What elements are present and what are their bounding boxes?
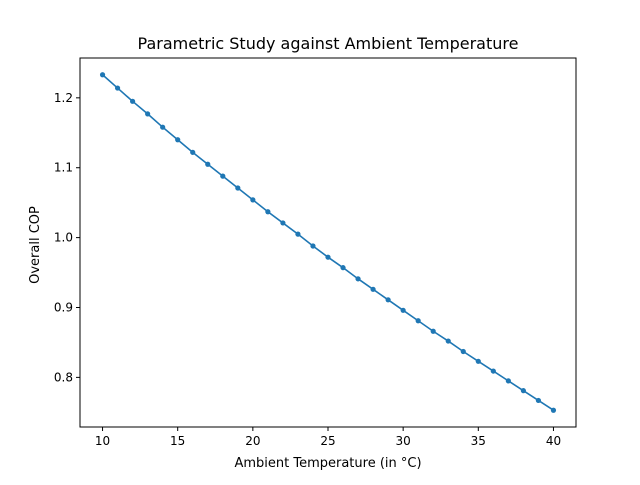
- data-point: [130, 98, 136, 104]
- data-point: [445, 338, 451, 344]
- data-point: [505, 378, 511, 384]
- chart-title: Parametric Study against Ambient Tempera…: [138, 34, 519, 53]
- x-tick-label: 20: [245, 434, 260, 448]
- x-axis-label: Ambient Temperature (in °C): [234, 456, 421, 471]
- data-point: [535, 397, 542, 404]
- data-point: [145, 111, 151, 117]
- plot-series: [99, 72, 557, 413]
- data-point: [265, 209, 271, 215]
- data-point: [160, 124, 166, 130]
- data-point: [250, 197, 256, 203]
- data-point: [430, 328, 436, 334]
- data-point: [190, 149, 196, 155]
- plot-area-frame: [79, 57, 577, 428]
- data-point: [475, 358, 481, 364]
- y-tick-label: 1.1: [54, 161, 73, 175]
- x-tick-label: 35: [471, 434, 486, 448]
- y-axis-label: Overall COP: [28, 206, 43, 284]
- data-point: [400, 307, 406, 313]
- data-point: [325, 254, 331, 260]
- data-point: [415, 318, 421, 324]
- data-point: [520, 388, 526, 394]
- x-tick-label: 25: [320, 434, 335, 448]
- data-point: [99, 72, 106, 78]
- y-tick-label: 1.0: [54, 231, 73, 245]
- y-axis-ticks: 0.8 0.9 1.0 1.1 1.2: [54, 91, 80, 384]
- y-tick-label: 0.8: [54, 370, 73, 384]
- x-tick-label: 15: [170, 434, 185, 448]
- data-point: [355, 276, 361, 282]
- x-axis-ticks: 10 15 20 25 30 35 40: [95, 427, 561, 448]
- x-tick-label: 40: [546, 434, 561, 448]
- data-point: [340, 265, 346, 271]
- data-point: [235, 185, 241, 191]
- data-point: [280, 220, 286, 226]
- data-point: [370, 286, 376, 292]
- y-tick-label: 1.2: [54, 91, 73, 105]
- data-point: [385, 297, 391, 303]
- data-point: [310, 243, 316, 249]
- data-point: [205, 161, 211, 167]
- data-point: [114, 85, 121, 91]
- x-tick-label: 10: [95, 434, 110, 448]
- data-point: [220, 173, 226, 179]
- data-point: [460, 348, 466, 355]
- y-tick-label: 0.9: [54, 300, 73, 314]
- data-point: [295, 231, 301, 237]
- data-point: [175, 137, 181, 143]
- x-tick-label: 30: [396, 434, 411, 448]
- data-point: [550, 407, 557, 413]
- data-point: [490, 368, 496, 374]
